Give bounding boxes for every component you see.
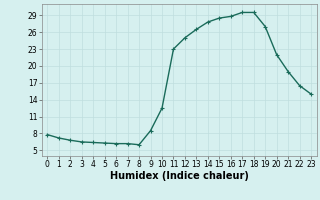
X-axis label: Humidex (Indice chaleur): Humidex (Indice chaleur) bbox=[110, 171, 249, 181]
